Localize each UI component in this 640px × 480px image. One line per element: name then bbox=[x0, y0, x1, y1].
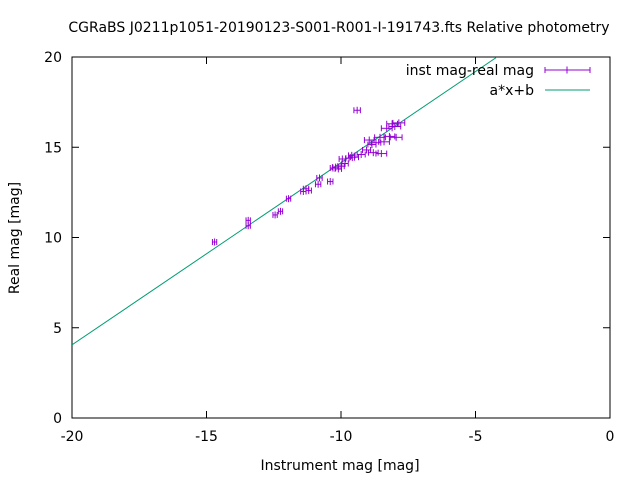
fit-line bbox=[72, 57, 498, 346]
y-axis-label: Real mag [mag] bbox=[7, 182, 23, 294]
data-point bbox=[277, 207, 284, 215]
legend-label-inst-mag: inst mag-real mag bbox=[406, 63, 534, 79]
data-point bbox=[314, 180, 322, 188]
data-point bbox=[316, 174, 323, 182]
data-point bbox=[383, 132, 396, 140]
y-tick-label: 20 bbox=[44, 50, 62, 66]
data-point bbox=[337, 162, 345, 170]
axis-ticks: -20 -15 -10 -5 0 0 5 10 15 20 bbox=[44, 50, 614, 445]
data-point bbox=[245, 222, 251, 230]
y-tick-label: 15 bbox=[44, 140, 62, 156]
data-point bbox=[211, 238, 218, 246]
data-point bbox=[389, 133, 403, 141]
x-tick-label: -5 bbox=[469, 429, 483, 445]
y-tick-label: 10 bbox=[44, 231, 62, 247]
plot-frame bbox=[71, 56, 611, 419]
x-tick-label: 0 bbox=[606, 429, 615, 445]
y-tick-label: 0 bbox=[53, 411, 62, 427]
y-tick-label: 5 bbox=[53, 321, 62, 337]
data-point bbox=[362, 146, 372, 154]
data-point bbox=[356, 150, 366, 158]
x-tick-label: -15 bbox=[195, 429, 218, 445]
data-point bbox=[388, 122, 402, 130]
legend-label-fit: a*x+b bbox=[490, 83, 535, 99]
data-point bbox=[305, 187, 312, 195]
data-point bbox=[353, 106, 361, 114]
data-point bbox=[272, 211, 278, 219]
x-tick-label: -20 bbox=[61, 429, 84, 445]
fit-line-layer bbox=[72, 57, 498, 346]
chart-title: CGRaBS J0211p1051-20190123-S001-R001-I-1… bbox=[68, 20, 609, 36]
x-tick-label: -10 bbox=[330, 429, 353, 445]
data-point bbox=[367, 149, 379, 157]
x-axis-label: Instrument mag [mag] bbox=[260, 458, 419, 474]
data-point bbox=[349, 153, 359, 161]
data-point bbox=[370, 139, 382, 147]
data-point bbox=[245, 216, 251, 224]
data-point bbox=[327, 178, 334, 186]
data-points-layer bbox=[211, 106, 406, 246]
data-point bbox=[392, 119, 406, 127]
legend: inst mag-real mag a*x+b bbox=[406, 63, 591, 99]
data-point bbox=[363, 136, 375, 144]
data-point bbox=[341, 159, 349, 167]
data-point bbox=[285, 195, 292, 203]
data-point bbox=[375, 150, 388, 158]
